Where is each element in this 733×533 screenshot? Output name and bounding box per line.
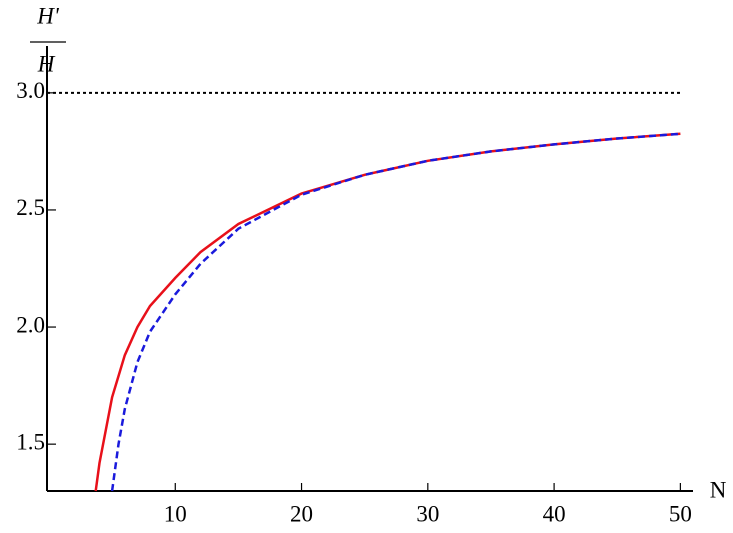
line xyxy=(94,132,681,492)
x-label: N xyxy=(710,477,727,502)
x-tick-label: 40 xyxy=(543,501,566,526)
y-tick-label: 1.5 xyxy=(16,429,45,454)
x-tick-label: 50 xyxy=(669,501,692,526)
line xyxy=(110,132,681,492)
x-tick-label: 30 xyxy=(416,501,439,526)
x-tick-label: 20 xyxy=(290,501,313,526)
y-tick-label: 3.0 xyxy=(16,78,45,103)
y-tick-label: 2.5 xyxy=(16,195,45,220)
x-tick-label: 10 xyxy=(164,501,187,526)
y-label-numerator: H' xyxy=(36,3,60,28)
y-tick-label: 2.0 xyxy=(16,312,45,337)
